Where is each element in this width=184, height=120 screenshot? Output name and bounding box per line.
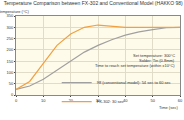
svg-text:150: 150: [7, 59, 14, 64]
svg-text:98 (conventional model): 54 se: 98 (conventional model): 54 sec to 60 se…: [97, 80, 171, 85]
svg-text:250: 250: [7, 36, 14, 41]
svg-text:Time (sec): Time (sec): [159, 105, 178, 110]
svg-text:Time to reach set temperature: Time to reach set temperature (within ±1…: [95, 63, 175, 68]
svg-text:20: 20: [68, 97, 73, 103]
svg-text:Solder: Tin (0.8mm): Solder: Tin (0.8mm): [139, 58, 175, 63]
svg-text:60: 60: [178, 98, 183, 103]
svg-text:FX-302: 30 sec: FX-302: 30 sec: [97, 99, 124, 104]
svg-text:10: 10: [41, 98, 46, 103]
svg-text:300: 300: [7, 25, 14, 30]
svg-text:200: 200: [7, 47, 14, 52]
svg-text:50: 50: [9, 81, 14, 86]
svg-text:40: 40: [123, 98, 128, 103]
svg-text:50: 50: [150, 98, 155, 103]
svg-text:Set temperature: 300°C: Set temperature: 300°C: [133, 53, 175, 58]
svg-text:100: 100: [7, 70, 14, 75]
svg-text:Temperature Comparison between: Temperature Comparison between FX-302 an…: [4, 0, 183, 6]
svg-text:350: 350: [7, 13, 14, 18]
svg-text:0: 0: [11, 92, 14, 97]
svg-text:Temperature (°C): Temperature (°C): [0, 9, 29, 14]
svg-text:0: 0: [15, 98, 18, 103]
